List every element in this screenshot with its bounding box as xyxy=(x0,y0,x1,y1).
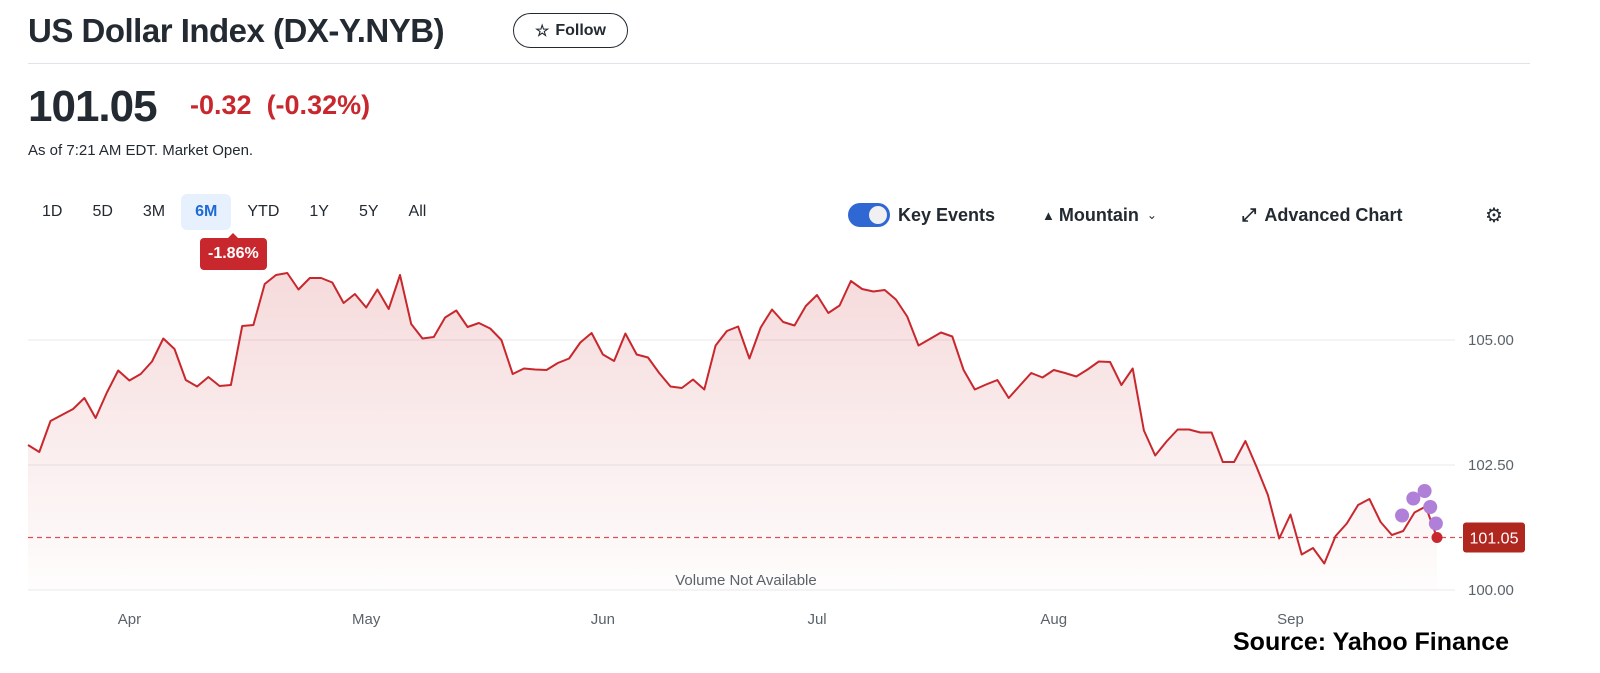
settings-button[interactable]: ⚙ xyxy=(1485,200,1503,230)
range-change-badge: -1.86% xyxy=(200,233,267,270)
divider xyxy=(28,63,1530,64)
chart-type-dropdown[interactable]: ▲ Mountain ⌄ xyxy=(1042,200,1157,230)
current-price-label-box xyxy=(1463,522,1525,553)
x-tick-label: Sep xyxy=(1277,611,1304,628)
advanced-chart-button[interactable]: ⤢ Advanced Chart xyxy=(1242,200,1402,230)
x-tick-label: Aug xyxy=(1040,611,1067,628)
x-tick-label: Jun xyxy=(591,611,615,628)
range-tab-1y[interactable]: 1Y xyxy=(309,203,329,220)
range-tab-all[interactable]: All xyxy=(408,203,427,220)
range-tab-ytd[interactable]: YTD xyxy=(247,203,280,220)
advanced-chart-label: Advanced Chart xyxy=(1264,204,1403,225)
mountain-icon: ▲ xyxy=(1042,207,1055,223)
y-tick-label: 102.50 xyxy=(1468,457,1514,474)
change-percent: (-0.32%) xyxy=(266,90,371,120)
volume-note: Volume Not Available xyxy=(675,572,816,589)
current-price-dot xyxy=(1431,532,1443,543)
change-value: -0.32 xyxy=(190,90,252,120)
source-caption: Source: Yahoo Finance xyxy=(1233,628,1510,656)
price-line xyxy=(27,272,1438,565)
follow-button[interactable]: ☆ Follow xyxy=(513,13,628,48)
market-status: As of 7:21 AM EDT. Market Open. xyxy=(28,142,254,159)
y-tick-label: 105.00 xyxy=(1468,332,1514,349)
key-event-marker[interactable] xyxy=(1428,516,1443,531)
star-icon: ☆ xyxy=(535,22,550,40)
range-tab-6m[interactable]: 6M xyxy=(181,194,232,230)
key-event-marker[interactable] xyxy=(1406,491,1421,506)
current-price: 101.05 xyxy=(28,82,158,131)
gear-icon: ⚙ xyxy=(1485,204,1503,227)
current-price-label: 101.05 xyxy=(1470,531,1519,548)
key-events-label: Key Events xyxy=(898,204,996,225)
range-tabs: 1D 5D 3M 6M YTD 1Y 5Y All xyxy=(28,194,442,230)
y-tick-label: 100.00 xyxy=(1468,582,1514,599)
range-tab-1d[interactable]: 1D xyxy=(42,203,63,220)
chevron-down-icon: ⌄ xyxy=(1146,208,1157,222)
key-event-marker[interactable] xyxy=(1423,500,1438,514)
expand-icon: ⤢ xyxy=(1242,204,1257,225)
price-area xyxy=(28,273,1437,590)
follow-label: Follow xyxy=(555,21,606,39)
x-tick-label: Jul xyxy=(807,611,826,628)
x-tick-label: May xyxy=(352,611,381,628)
key-event-marker[interactable] xyxy=(1395,508,1410,523)
chart-type-label: Mountain xyxy=(1058,204,1139,225)
x-tick-label: Apr xyxy=(118,611,141,628)
range-tab-3m[interactable]: 3M xyxy=(142,203,166,220)
price-change: -0.32 (-0.32%) xyxy=(190,90,370,121)
key-events-toggle[interactable]: Key Events xyxy=(848,200,995,230)
page-title: US Dollar Index (DX-Y.NYB) xyxy=(28,12,445,49)
range-tab-5y[interactable]: 5Y xyxy=(358,203,379,220)
key-event-marker[interactable] xyxy=(1417,484,1432,498)
range-tab-5d[interactable]: 5D xyxy=(92,203,113,220)
toggle-switch[interactable] xyxy=(848,203,890,227)
